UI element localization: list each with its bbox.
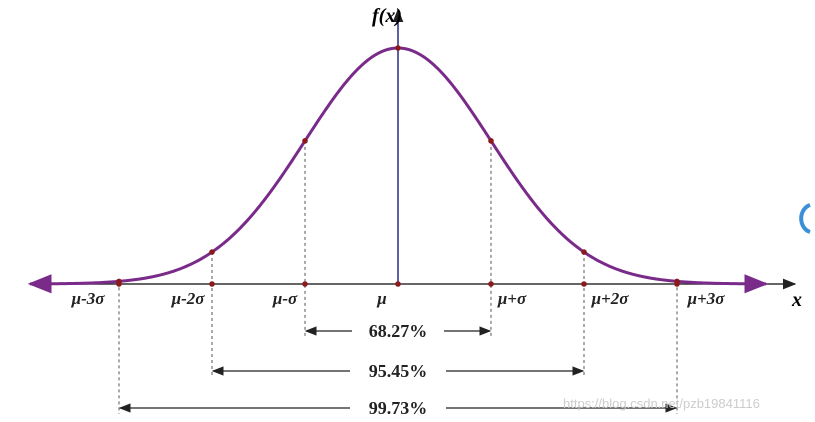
point <box>302 281 308 287</box>
point <box>209 281 215 287</box>
point <box>395 45 401 51</box>
tick-label: μ-σ <box>272 289 298 308</box>
watermark: https://blog.csdn.net/pzb19841116 <box>563 396 760 411</box>
tick-label: μ-3σ <box>71 289 106 308</box>
tick-label: μ+σ <box>497 289 527 308</box>
point <box>581 281 587 287</box>
point <box>488 138 494 144</box>
interval-label: 95.45% <box>369 361 428 381</box>
tick-label: μ+2σ <box>591 289 630 308</box>
point <box>395 281 401 287</box>
point <box>581 249 587 255</box>
y-label: f(x) <box>372 5 402 27</box>
point <box>116 278 122 285</box>
point <box>488 281 494 287</box>
point <box>674 278 680 285</box>
interval-label: 68.27% <box>369 321 428 341</box>
tick-label: μ <box>376 289 386 308</box>
points <box>116 45 680 287</box>
edge-icon <box>799 203 811 234</box>
point <box>302 138 308 144</box>
point <box>209 249 215 255</box>
tick-label: μ-2σ <box>171 289 206 308</box>
tick-label: μ+3σ <box>687 289 726 308</box>
guide-lines <box>118 140 678 414</box>
x-label: x <box>791 289 802 311</box>
interval-label: 99.73% <box>369 398 428 418</box>
